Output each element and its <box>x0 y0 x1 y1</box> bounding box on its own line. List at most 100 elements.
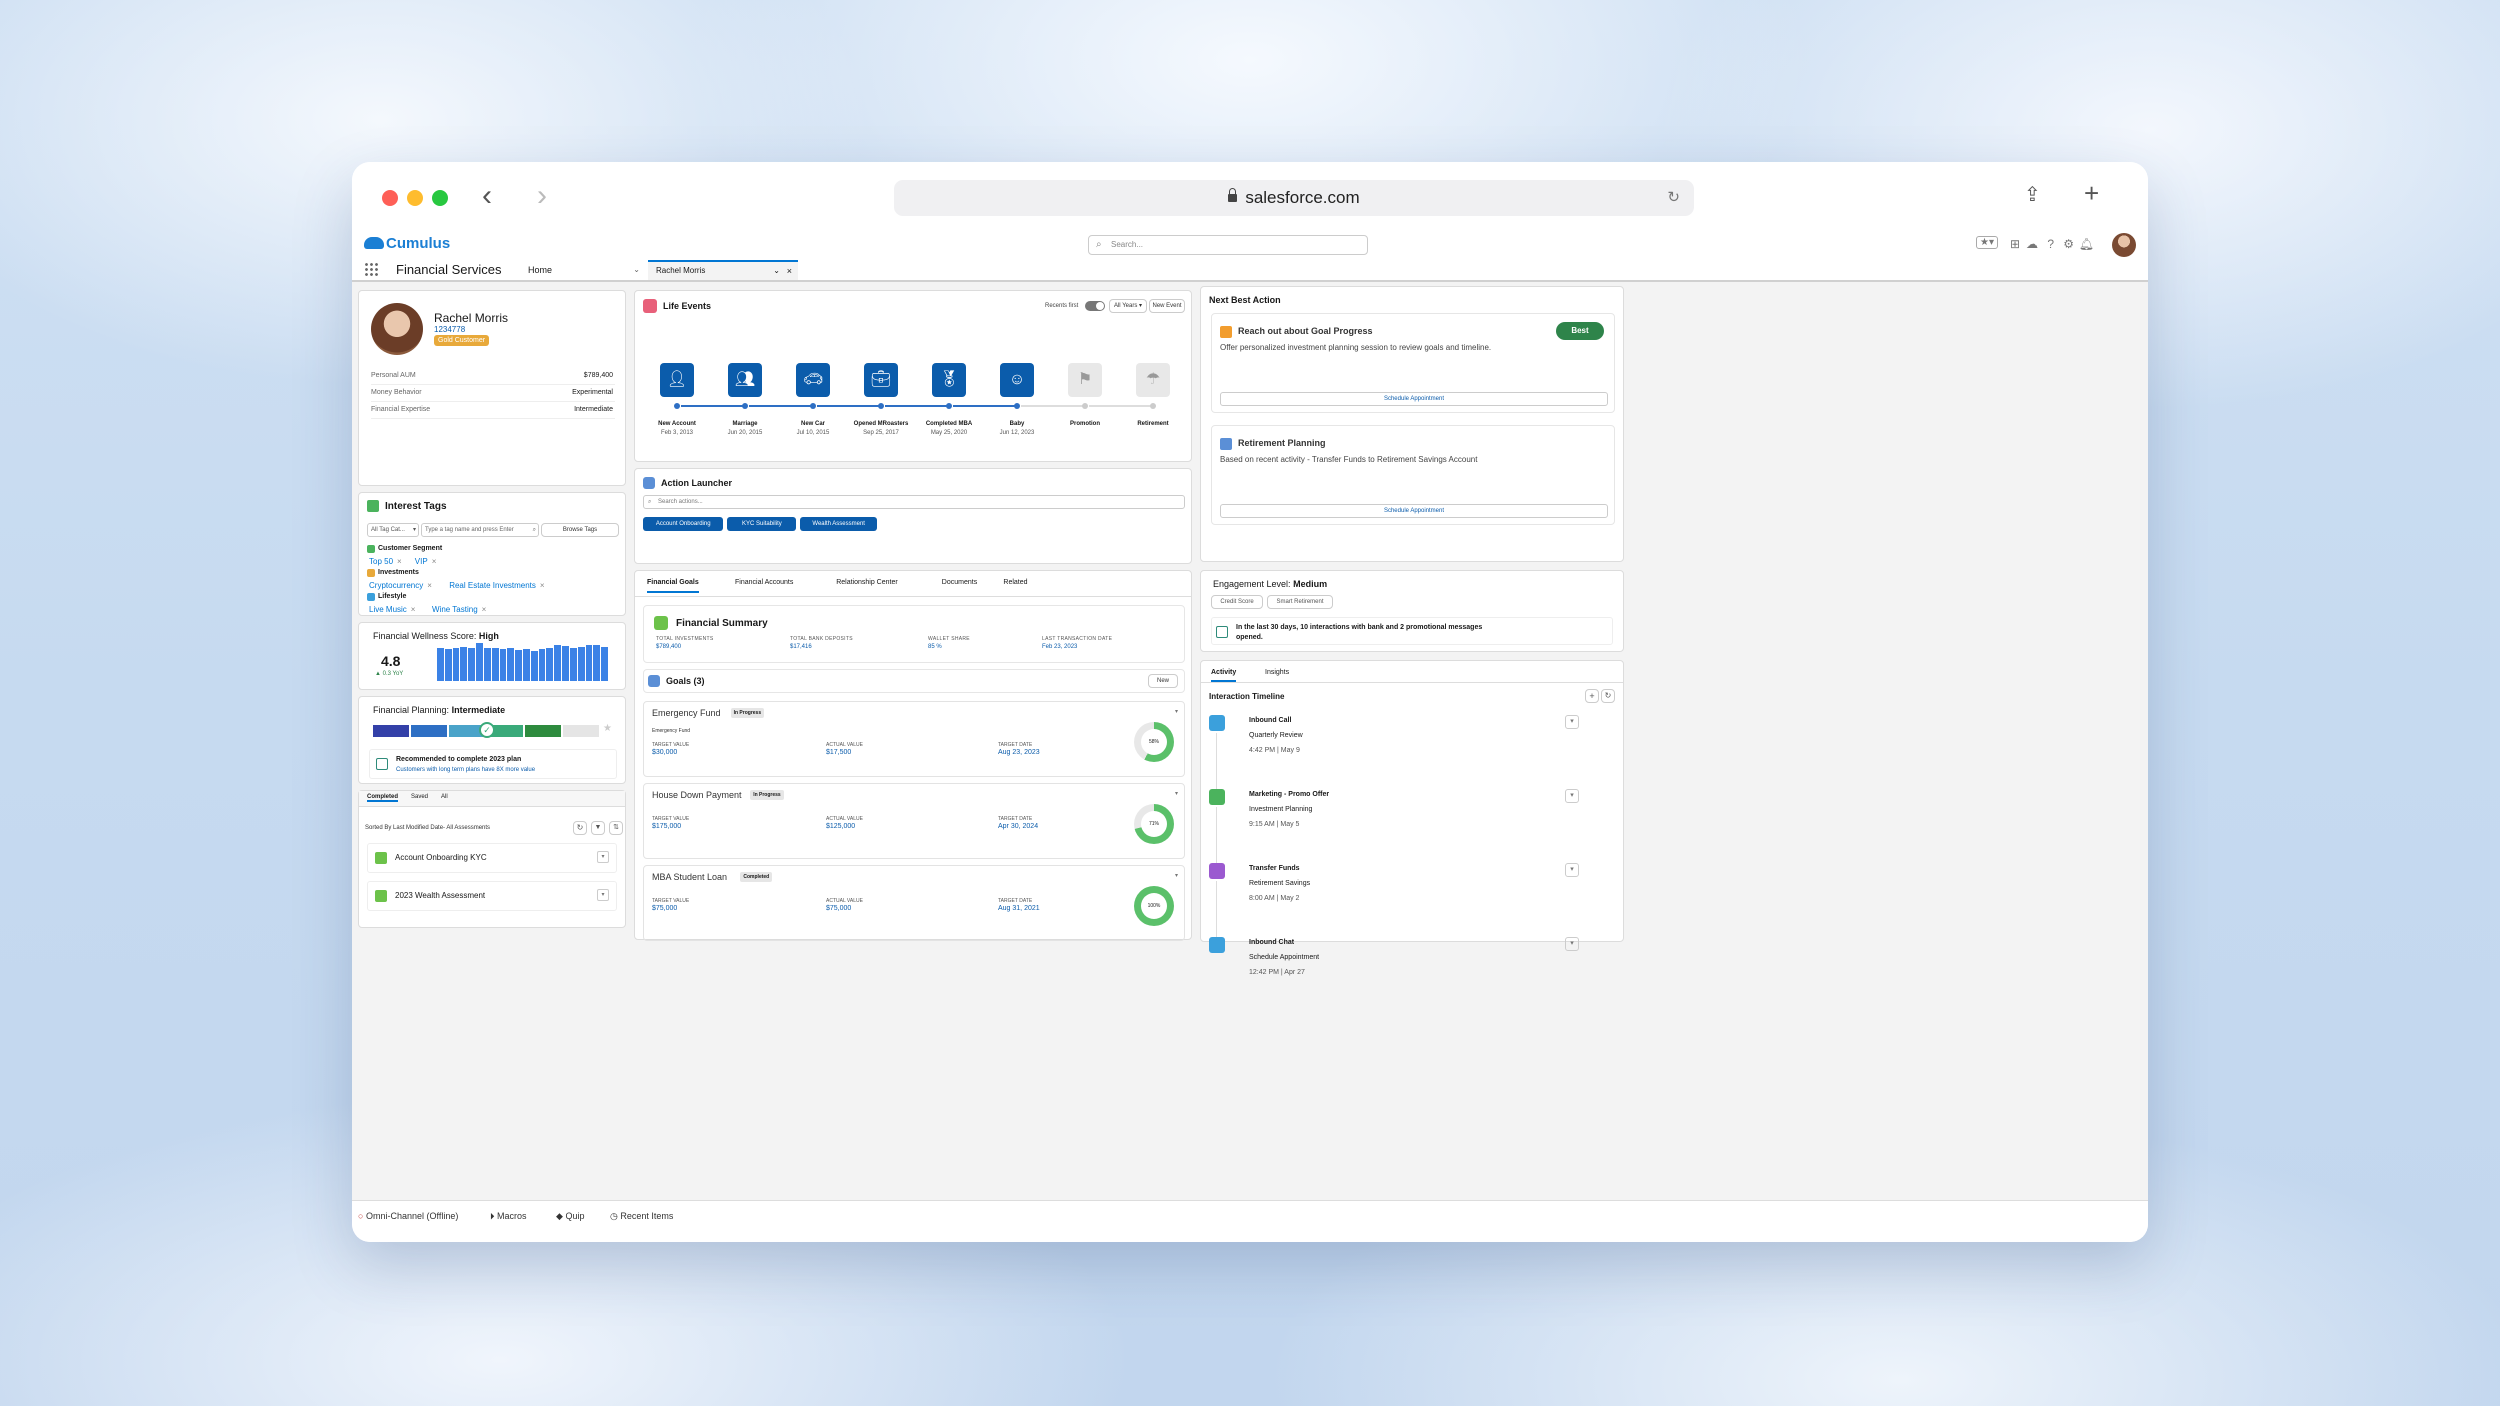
bell-icon[interactable]: 🔔︎ <box>2078 237 2094 251</box>
chevron-down-icon[interactable]: ▾ <box>1174 709 1178 715</box>
chevron-down-icon[interactable]: ▾ <box>1174 791 1178 797</box>
credit-score-button[interactable]: Credit Score <box>1211 595 1263 609</box>
address-bar[interactable]: salesforce.com ↻ <box>894 180 1694 216</box>
zoom-window-button[interactable] <box>432 190 448 206</box>
share-icon[interactable]: ⇪ <box>2024 184 2041 206</box>
refresh-icon[interactable]: ↻ <box>1601 689 1615 703</box>
life-event[interactable]: 🏅︎ Completed MBA May 25, 2020 <box>915 363 1015 436</box>
app-launcher-icon[interactable] <box>364 262 378 276</box>
chevron-down-icon[interactable]: ▾ <box>1565 715 1579 729</box>
chevron-down-icon[interactable]: ⌄ <box>773 266 780 275</box>
tag-pill[interactable]: Real Estate Investments × <box>449 581 544 590</box>
close-icon[interactable]: × <box>431 557 437 566</box>
close-icon[interactable]: × <box>786 266 792 276</box>
close-icon[interactable]: × <box>481 605 487 614</box>
life-event[interactable]: 👤︎ New Account Feb 3, 2013 <box>643 363 743 436</box>
macros-item[interactable]: ⏵ Macros <box>490 1211 527 1222</box>
browse-tags-button[interactable]: Browse Tags <box>541 523 619 537</box>
tab-related[interactable]: Related <box>1003 579 1028 586</box>
schedule-appointment-button[interactable]: Schedule Appointment <box>1220 504 1608 518</box>
tab-all[interactable]: All <box>441 794 448 800</box>
action-search-input[interactable]: ⌕ Search actions... <box>643 495 1185 509</box>
chevron-down-icon[interactable]: ▾ <box>1565 937 1579 951</box>
help-icon[interactable]: ? <box>2047 237 2054 251</box>
new-goal-button[interactable]: New <box>1148 674 1178 688</box>
back-arrow-icon[interactable]: ‹ <box>482 179 492 212</box>
close-window-button[interactable] <box>382 190 398 206</box>
goal-date-label: TARGET DATE <box>998 742 1033 748</box>
gear-icon[interactable]: ⚙ <box>2063 237 2074 251</box>
new-tab-icon[interactable]: + <box>2084 178 2100 208</box>
tab-documents[interactable]: Documents <box>941 579 978 586</box>
assessment-item[interactable] <box>367 843 617 873</box>
minimize-window-button[interactable] <box>407 190 423 206</box>
reload-icon[interactable]: ↻ <box>1667 189 1680 206</box>
recents-toggle[interactable] <box>1085 301 1105 311</box>
timeline-item[interactable]: Inbound Call Quarterly Review 4:42 PM | Ma… <box>1209 715 1579 791</box>
global-search-input[interactable]: Search... <box>1088 235 1368 255</box>
tag-pill[interactable]: Top 50 × <box>369 557 402 566</box>
life-event[interactable]: 💼︎ Opened MRoasters Sep 25, 2017 <box>847 363 947 436</box>
tab-activity[interactable]: Activity <box>1211 669 1237 682</box>
chevron-down-icon[interactable]: ▾ <box>1565 863 1579 877</box>
chevron-down-icon[interactable]: ▾ <box>597 889 609 901</box>
home-tab[interactable]: Home ⌄ <box>524 260 644 280</box>
goal-card[interactable]: MBA Student Loan Completed TARGET VALUE $75… <box>643 865 1185 941</box>
sort-icon[interactable]: ⇅ <box>609 821 623 835</box>
tag-pill[interactable]: Wine Tasting × <box>432 605 486 614</box>
new-event-button[interactable]: New Event <box>1149 299 1185 313</box>
field-row <box>371 403 615 419</box>
refresh-icon[interactable]: ↻ <box>573 821 587 835</box>
forward-arrow-icon[interactable]: › <box>537 179 547 212</box>
action-button[interactable]: Wealth Assessment <box>800 517 877 531</box>
life-event[interactable]: ☺ Baby Jun 12, 2023 <box>983 363 1083 436</box>
chevron-down-icon[interactable]: ▾ <box>597 851 609 863</box>
trailhead-icon[interactable]: ☁ <box>2026 237 2038 251</box>
tab-financial-accounts[interactable]: Financial Accounts <box>735 579 794 586</box>
tab-relationship-center[interactable]: Relationship Center <box>836 579 898 586</box>
omni-channel-item[interactable]: ○ Omni-Channel (Offline) <box>358 1211 458 1221</box>
timeline-item[interactable]: Inbound Chat Schedule Appointment 12:42 PM… <box>1209 937 1579 1013</box>
action-button[interactable]: Account Onboarding <box>643 517 724 531</box>
smart-retirement-button[interactable]: Smart Retirement <box>1267 595 1333 609</box>
goal-card[interactable]: Emergency Fund In Progress Emergency Fund T… <box>643 701 1185 777</box>
chevron-down-icon[interactable]: ▾ <box>1565 789 1579 803</box>
recent-items-item[interactable]: ◷ Recent Items <box>610 1211 673 1222</box>
tab-financial-goals[interactable]: Financial Goals <box>647 579 699 593</box>
tab-saved[interactable]: Saved <box>411 794 429 800</box>
record-tab[interactable]: Rachel Morris ⌄ × <box>648 260 798 280</box>
tag-input[interactable]: Type a tag name and press Enter ⌕ <box>421 523 539 537</box>
years-filter[interactable]: All Years ▾ <box>1109 299 1147 313</box>
schedule-appointment-button[interactable]: Schedule Appointment <box>1220 392 1608 406</box>
nba-item: Retirement Planning Based on recent activ… <box>1211 425 1615 525</box>
tag-pill[interactable]: Cryptocurrency × <box>369 581 432 590</box>
favorites-star-icon[interactable]: ★▾ <box>1976 236 1998 249</box>
goal-target-label: TARGET VALUE <box>652 816 690 822</box>
assessment-item[interactable] <box>367 881 617 911</box>
close-icon[interactable]: × <box>397 557 402 566</box>
life-event[interactable]: ☂ Retirement <box>1119 363 1187 430</box>
chevron-down-icon[interactable]: ⌄ <box>633 265 640 274</box>
user-avatar[interactable] <box>2112 233 2136 257</box>
close-icon[interactable]: × <box>410 605 416 614</box>
timeline-item[interactable]: Marketing - Promo Offer Investment Planni… <box>1209 789 1579 865</box>
tag-category-select[interactable]: All Tag Cat... ▾ <box>367 523 419 537</box>
timeline-item[interactable]: Transfer Funds Retirement Savings 8:00 AM … <box>1209 863 1579 939</box>
tab-insights[interactable]: Insights <box>1265 669 1290 676</box>
close-icon[interactable]: × <box>539 581 545 590</box>
life-event[interactable]: 👥︎ Marriage Jun 20, 2015 <box>711 363 811 436</box>
tab-completed[interactable]: Completed <box>367 794 399 802</box>
goal-card[interactable]: House Down Payment In Progress TARGET VALU… <box>643 783 1185 859</box>
filter-icon[interactable]: ▼ <box>591 821 605 835</box>
life-event[interactable]: ⚑ Promotion <box>1051 363 1151 430</box>
action-button[interactable]: KYC Suitability <box>727 517 797 531</box>
tag-pill[interactable]: Live Music × <box>369 605 415 614</box>
add-icon[interactable]: ⊞ <box>2009 237 2020 251</box>
life-event[interactable]: 🚗︎ New Car Jul 10, 2015 <box>779 363 879 436</box>
close-icon[interactable]: × <box>427 581 432 590</box>
goal-name: House Down Payment <box>652 790 742 800</box>
add-icon[interactable]: + <box>1585 689 1599 703</box>
chevron-down-icon[interactable]: ▾ <box>1174 873 1178 879</box>
tag-pill[interactable]: VIP × <box>415 557 437 566</box>
quip-item[interactable]: ◆ Quip <box>556 1211 584 1222</box>
